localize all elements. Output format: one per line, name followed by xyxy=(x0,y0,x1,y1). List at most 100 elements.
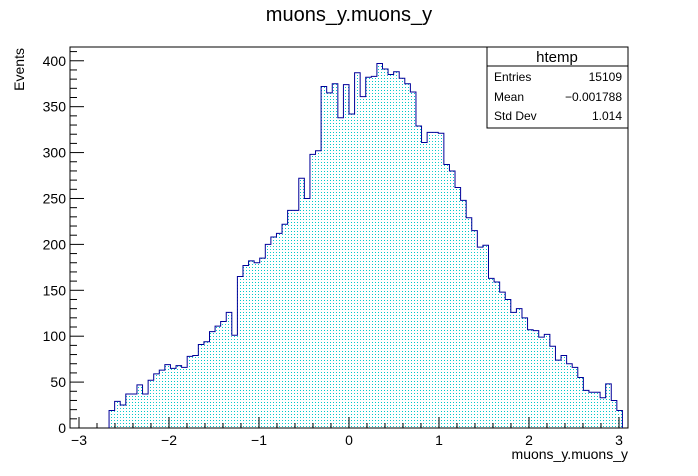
histogram-bar xyxy=(371,76,377,429)
histogram-bar xyxy=(349,114,355,428)
histogram-bar xyxy=(259,258,266,428)
histogram-bar xyxy=(415,125,422,428)
histogram-bar xyxy=(455,187,461,428)
histogram-bar xyxy=(287,210,294,428)
x-axis-ticks: −3 −2 −1 0 1 2 3 xyxy=(71,417,623,448)
histogram-bars xyxy=(109,63,623,429)
histogram-bar xyxy=(220,321,227,428)
y-tick-label: 250 xyxy=(43,190,67,206)
x-tick-label: 1 xyxy=(435,432,443,448)
histogram-bar xyxy=(209,331,216,428)
stats-stddev-value: 1.014 xyxy=(592,109,622,123)
histogram-bar xyxy=(231,335,238,428)
histogram-bar xyxy=(192,355,199,428)
histogram-bar xyxy=(399,78,405,429)
y-axis-label: Events xyxy=(11,48,27,91)
y-tick-label: 350 xyxy=(43,99,67,115)
x-tick-label: 2 xyxy=(525,432,533,448)
histogram-bar xyxy=(360,96,366,429)
histogram-bar xyxy=(600,397,606,428)
histogram-bar xyxy=(388,74,394,428)
histogram-bar xyxy=(170,368,177,428)
chart-title: muons_y.muons_y xyxy=(266,4,432,26)
histogram-bar xyxy=(326,92,333,428)
histogram-bar xyxy=(265,244,271,428)
histogram-bar xyxy=(187,356,193,428)
histogram-bar xyxy=(544,334,550,428)
histogram-bar xyxy=(410,91,416,429)
histogram-bar xyxy=(315,150,322,428)
histogram-bar xyxy=(254,262,260,428)
histogram-bar xyxy=(376,63,383,429)
histogram-bar xyxy=(282,224,288,428)
histogram-bar xyxy=(588,392,595,428)
histogram-bar xyxy=(521,317,528,428)
histogram-bar xyxy=(142,394,149,428)
histogram-bar xyxy=(438,133,444,428)
histogram-bar xyxy=(482,245,489,428)
histogram-bar xyxy=(164,364,171,428)
x-tick-label: 3 xyxy=(615,432,623,448)
histogram-bar xyxy=(270,237,277,428)
histogram-bar xyxy=(332,83,338,428)
x-tick-label: −3 xyxy=(71,432,87,448)
y-tick-label: 300 xyxy=(43,145,67,161)
histogram-bar xyxy=(248,260,255,428)
histogram-bar xyxy=(382,69,389,428)
histogram-bar xyxy=(533,330,539,428)
histogram-bar xyxy=(120,405,126,428)
histogram-bar xyxy=(343,84,349,428)
histogram-bar xyxy=(516,308,522,428)
stats-entries-value: 15109 xyxy=(589,70,623,84)
histogram-bar xyxy=(226,312,232,428)
histogram-bar xyxy=(354,72,361,428)
histogram-bar xyxy=(427,132,433,428)
histogram-bar xyxy=(114,401,121,428)
y-tick-label: 150 xyxy=(43,282,67,298)
x-axis-label: muons_y.muons_y xyxy=(512,446,628,462)
histogram-bar xyxy=(159,370,165,428)
histogram-bar xyxy=(499,292,506,428)
histogram-bar xyxy=(460,200,467,428)
y-tick-label: 100 xyxy=(43,328,67,344)
histogram-bar xyxy=(393,71,400,428)
stats-stddev-label: Std Dev xyxy=(494,109,537,123)
histogram-bar xyxy=(298,178,305,428)
histogram-bar xyxy=(577,377,584,428)
y-tick-label: 0 xyxy=(58,420,66,436)
histogram-bar xyxy=(421,142,428,428)
x-tick-label: 0 xyxy=(345,432,353,448)
stats-box-frame xyxy=(486,46,629,129)
histogram-bar xyxy=(176,365,182,428)
histogram-outline xyxy=(108,63,623,428)
histogram-bar xyxy=(242,265,249,428)
histogram-bar xyxy=(125,394,132,428)
histogram-bar xyxy=(181,367,188,428)
histogram-bar xyxy=(198,344,204,428)
histogram-bar xyxy=(148,380,154,428)
histogram-bar xyxy=(616,410,623,428)
y-tick-label: 50 xyxy=(50,374,66,390)
y-tick-label: 200 xyxy=(43,236,67,252)
histogram-bar xyxy=(443,164,450,429)
histogram-bar xyxy=(449,170,456,428)
stats-box: htemp Entries 15109 Mean −0.001788 Std D… xyxy=(486,46,629,129)
histogram-bar xyxy=(594,392,601,428)
histogram-bar xyxy=(488,278,495,428)
histogram-bar xyxy=(203,341,210,428)
histogram-bar xyxy=(237,276,243,428)
histogram-bar xyxy=(538,337,545,428)
histogram-bar xyxy=(477,247,483,428)
histogram-bar xyxy=(583,390,589,428)
histogram-bar xyxy=(494,282,500,428)
histogram-bar xyxy=(555,360,562,428)
histogram-bar xyxy=(109,410,115,428)
histogram-bar xyxy=(510,312,517,428)
histogram-bar xyxy=(293,210,299,428)
histogram-bar xyxy=(527,329,534,428)
histogram-bar xyxy=(365,77,372,428)
histogram-bar xyxy=(309,154,316,428)
histogram-bar xyxy=(566,363,573,428)
